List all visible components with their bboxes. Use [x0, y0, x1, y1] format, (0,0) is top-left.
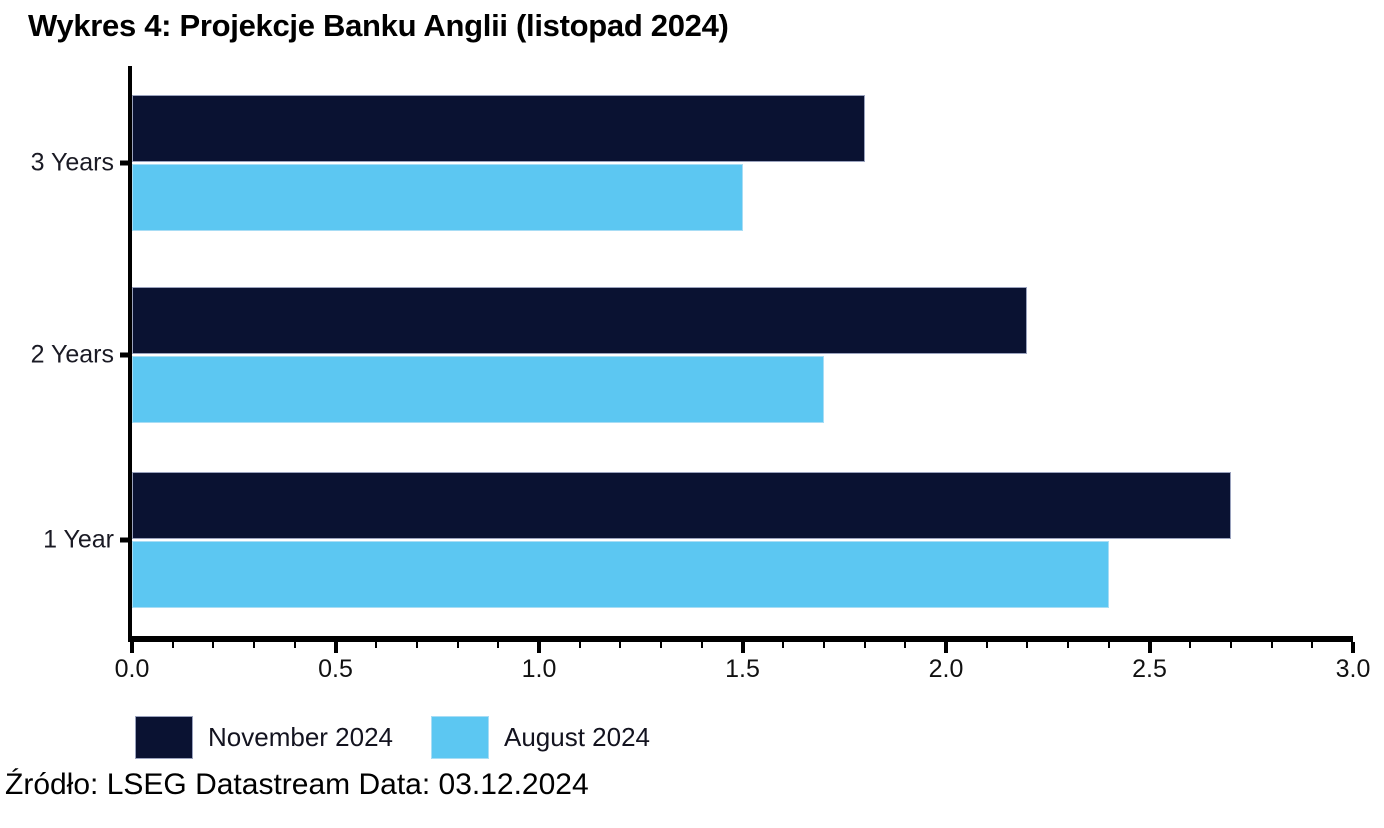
- legend-swatch-august-2024: [431, 716, 489, 759]
- x-axis-minor-tick: [782, 642, 785, 648]
- x-axis-minor-tick: [456, 642, 459, 648]
- x-axis-major-tick-3.0: [1351, 642, 1355, 653]
- legend-item-november-2024: November 2024: [135, 716, 393, 759]
- bar-november-2024-2-years: [132, 287, 1027, 354]
- chart-title: Wykres 4: Projekcje Banku Anglii (listop…: [28, 8, 729, 43]
- y-axis-line: [128, 66, 132, 642]
- x-axis-minor-tick: [375, 642, 378, 648]
- x-axis-line: [128, 636, 1353, 642]
- x-axis-minor-tick: [415, 642, 418, 648]
- x-axis-minor-tick: [171, 642, 174, 648]
- legend-swatch-november-2024: [135, 716, 193, 759]
- x-axis-minor-tick: [1107, 642, 1110, 648]
- x-axis-minor-tick: [619, 642, 622, 648]
- source-note: Źródło: LSEG Datastream Data: 03.12.2024: [5, 768, 589, 801]
- x-tick-label-0.5: 0.5: [318, 655, 353, 683]
- x-tick-label-2.0: 2.0: [928, 655, 964, 683]
- x-axis-major-tick-2.5: [1147, 642, 1152, 653]
- x-axis-minor-tick: [253, 642, 256, 648]
- x-axis-major-tick-0.0: [130, 642, 134, 653]
- x-tick-label-3.0: 3.0: [1335, 655, 1371, 683]
- x-tick-label-2.5: 2.5: [1132, 655, 1167, 683]
- legend-label-august-2024: August 2024: [504, 722, 651, 752]
- bar-august-2024-1-year: [132, 541, 1109, 608]
- x-axis-minor-tick: [578, 642, 581, 648]
- bar-november-2024-3-years: [132, 95, 865, 162]
- legend-label-november-2024: November 2024: [208, 722, 393, 752]
- bar-august-2024-3-years: [132, 164, 743, 231]
- x-tick-label-1.0: 1.0: [521, 655, 557, 683]
- x-axis-minor-tick: [497, 642, 500, 648]
- y-axis-tick-1-year: [120, 537, 128, 543]
- x-axis-major-tick-0.5: [333, 642, 338, 653]
- x-axis-minor-tick: [1189, 642, 1192, 648]
- legend: November 2024 August 2024: [135, 716, 688, 759]
- x-tick-label-0.0: 0.0: [114, 655, 150, 683]
- y-tick-label-2-years: 2 Years: [30, 340, 114, 369]
- y-tick-label-1-year: 1 Year: [43, 525, 114, 554]
- x-axis-minor-tick: [863, 642, 866, 648]
- x-axis-minor-tick: [1067, 642, 1070, 648]
- x-axis-minor-tick: [1229, 642, 1232, 648]
- x-axis-minor-tick: [660, 642, 663, 648]
- x-axis-minor-tick: [293, 642, 296, 648]
- bar-november-2024-1-year: [132, 472, 1231, 539]
- x-axis-minor-tick: [1270, 642, 1273, 648]
- x-axis-minor-tick: [985, 642, 988, 648]
- y-axis-tick-3-years: [120, 160, 128, 166]
- x-axis-major-tick-2.0: [944, 642, 948, 653]
- x-axis-major-tick-1.5: [740, 642, 745, 653]
- bar-august-2024-2-years: [132, 356, 824, 423]
- x-tick-label-1.5: 1.5: [725, 655, 760, 683]
- x-axis-minor-tick: [700, 642, 703, 648]
- x-axis-minor-tick: [212, 642, 215, 648]
- x-axis-minor-tick: [1311, 642, 1314, 648]
- x-axis-minor-tick: [904, 642, 907, 648]
- y-tick-label-3-years: 3 Years: [30, 148, 114, 177]
- plot-area: 3 Years 2 Years 1 Year 0.0 0.5 1.0 1.5 2.0 2.5 3.…: [31, 66, 1370, 683]
- y-axis-tick-2-years: [120, 352, 128, 358]
- x-axis-minor-tick: [822, 642, 825, 648]
- x-axis-major-tick-1.0: [537, 642, 541, 653]
- x-axis-minor-tick: [1026, 642, 1029, 648]
- legend-item-august-2024: August 2024: [431, 716, 650, 759]
